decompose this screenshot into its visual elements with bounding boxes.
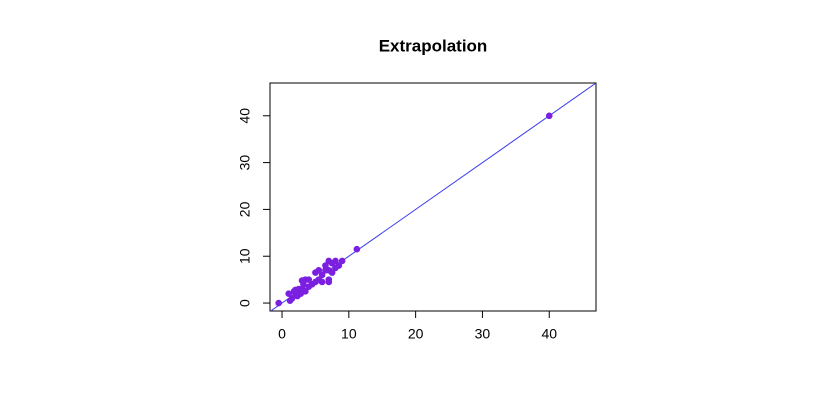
x-tick-label: 20 — [408, 326, 424, 342]
point — [332, 257, 339, 265]
y-tick-label: 40 — [237, 108, 253, 124]
x-tick-label: 10 — [341, 326, 357, 342]
point — [288, 295, 296, 302]
point — [275, 299, 282, 307]
point — [285, 290, 293, 297]
point — [338, 257, 346, 265]
point — [325, 278, 333, 286]
point — [328, 269, 336, 276]
y-tick-label: 10 — [237, 248, 253, 264]
plot-frame — [269, 82, 597, 312]
point — [318, 278, 326, 286]
point — [315, 266, 323, 274]
chart-title: Extrapolation — [379, 36, 488, 55]
point — [322, 262, 329, 269]
y-tick-label: 0 — [237, 299, 253, 307]
point — [305, 276, 313, 283]
x-tick-label: 0 — [278, 326, 286, 342]
point — [335, 262, 343, 269]
point — [353, 245, 361, 253]
point — [302, 288, 309, 295]
y-tick-label: 20 — [237, 201, 253, 217]
x-tick-label: 40 — [541, 326, 557, 342]
point — [318, 271, 326, 279]
x-tick-label: 30 — [475, 326, 491, 342]
y-tick-label: 30 — [237, 155, 253, 171]
point — [545, 112, 553, 120]
point — [298, 277, 306, 284]
point — [292, 286, 299, 294]
